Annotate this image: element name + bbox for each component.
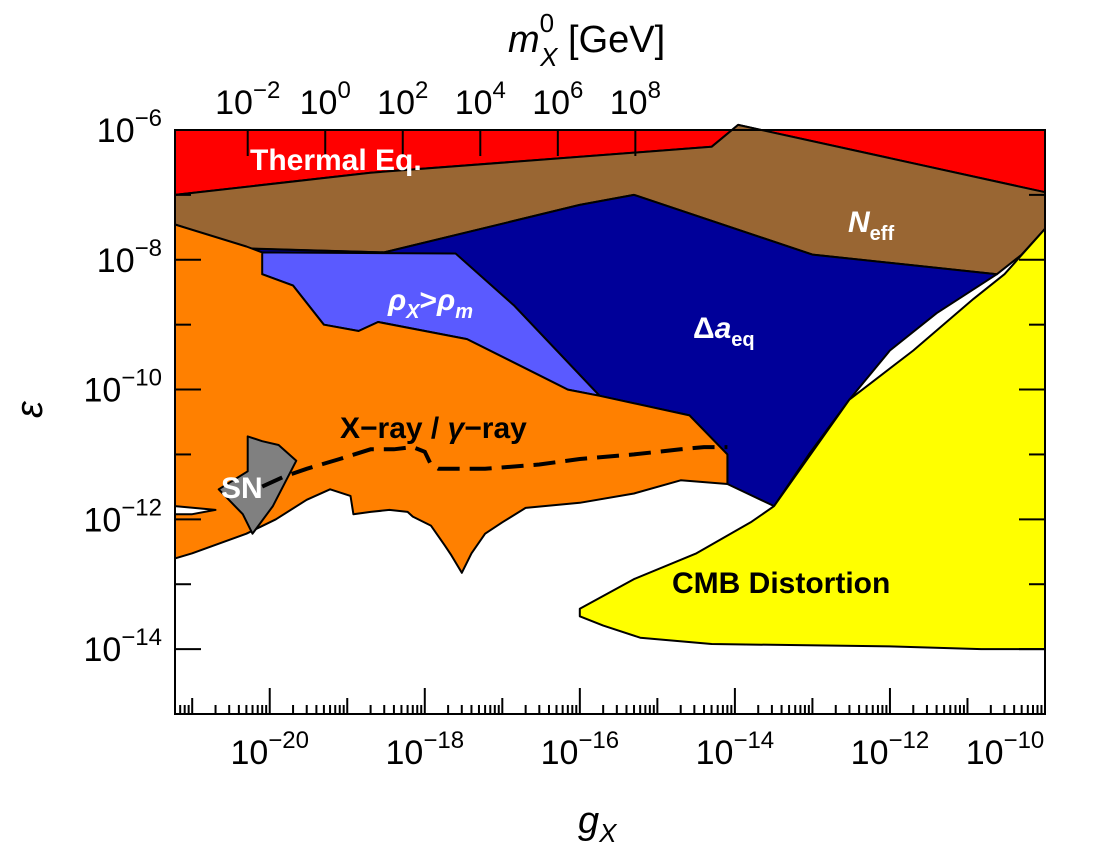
top-tick-label: 100 (300, 77, 351, 122)
y-axis-title: ε (9, 400, 51, 418)
top-tick-label: 106 (532, 77, 583, 122)
x-tick-label: 10−12 (851, 727, 930, 772)
rho-label: ρX>ρm (387, 284, 473, 323)
top-tick-label: 104 (455, 77, 506, 122)
top-tick-labels: 10−2 100 102 104 106 108 (215, 77, 661, 122)
exclusion-regions (174, 123, 1046, 651)
region-cmb-distortion (578, 227, 1046, 651)
y-tick-label: 10−10 (83, 365, 162, 410)
x-tick-label: 10−20 (230, 727, 309, 772)
x-tick-labels: 10−20 10−18 10−16 10−14 10−12 10−10 (230, 727, 1044, 772)
dashed-limit-curve (261, 445, 728, 489)
region-sn (217, 435, 298, 535)
xray-gammaray-label: X−ray / γ−ray (340, 412, 527, 445)
top-tick-label: 102 (377, 77, 428, 122)
region-x-ray-ray (174, 223, 729, 574)
neff-label: Neff (848, 206, 894, 245)
x-tick-label: 10−14 (696, 727, 775, 772)
x-tick-label: 10−16 (541, 727, 620, 772)
delta-aeq-label: Δaeq (693, 312, 755, 351)
y-tick-label: 10−14 (83, 624, 162, 669)
top-axis-title: m0 X [GeV] (508, 8, 665, 72)
x-tick-label: 10−10 (966, 727, 1045, 772)
sn-label: SN (221, 472, 263, 505)
top-tick-label: 108 (610, 77, 661, 122)
y-tick-label: 10−6 (97, 105, 162, 150)
plot-frame (174, 129, 1046, 715)
thermal-eq-label: Thermal Eq. (250, 144, 422, 177)
cmb-distortion-label: CMB Distortion (672, 567, 890, 600)
y-tick-labels: 10−6 10−8 10−10 10−12 10−14 (83, 105, 162, 669)
y-tick-label: 10−12 (83, 494, 162, 539)
x-tick-label: 10−18 (386, 727, 465, 772)
x-axis-title: gX (578, 800, 618, 847)
y-tick-label: 10−8 (97, 235, 162, 280)
top-tick-label: 10−2 (215, 77, 280, 122)
dashed-limit-curve-group (261, 445, 728, 489)
